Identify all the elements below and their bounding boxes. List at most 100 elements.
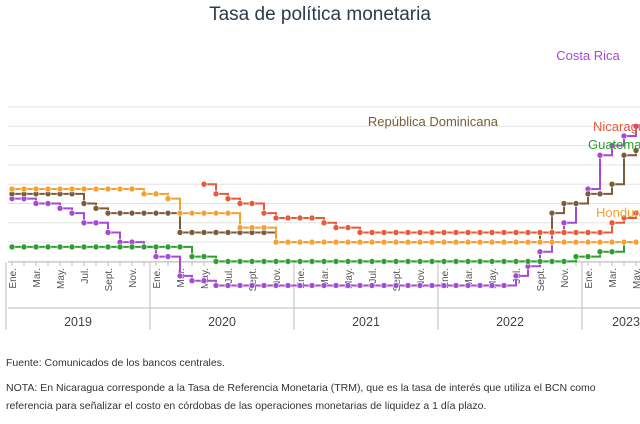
data-point [224, 209, 232, 217]
data-point [212, 190, 220, 198]
data-point [284, 258, 292, 265]
x-tick-label: Ene. [8, 268, 19, 289]
x-tick-label: Mar. [464, 268, 475, 287]
data-point [452, 229, 460, 236]
data-point [272, 282, 280, 289]
x-tick-label: May. [344, 268, 355, 289]
data-point [236, 258, 244, 265]
series-label: Guatemala [588, 137, 640, 152]
data-point [152, 190, 160, 198]
data-point [500, 282, 508, 289]
data-point [140, 243, 148, 251]
data-point [308, 282, 316, 289]
data-point [632, 238, 640, 246]
data-point [560, 238, 568, 246]
data-point [80, 200, 88, 207]
data-point [164, 209, 172, 217]
data-point [44, 243, 52, 251]
data-point [452, 238, 460, 246]
year-label: 2021 [352, 315, 380, 329]
data-point [152, 253, 160, 260]
data-point [188, 277, 196, 285]
data-point [476, 282, 484, 289]
data-point [464, 229, 472, 236]
x-tick-label: Nov. [128, 268, 139, 288]
data-point [44, 185, 52, 193]
series-label: Costa Rica [556, 48, 620, 63]
data-point [524, 258, 532, 265]
footnote-line-2: referencia para señalizar el costo en có… [6, 400, 487, 412]
data-point [200, 209, 208, 217]
data-point [416, 229, 424, 236]
data-point [68, 209, 76, 217]
year-label: 2020 [208, 315, 236, 329]
data-point [308, 214, 316, 222]
data-point [152, 209, 160, 217]
data-point [620, 151, 628, 159]
data-point [572, 200, 580, 207]
data-point [68, 185, 76, 193]
data-point [356, 229, 364, 236]
data-point [500, 258, 508, 265]
data-point [248, 258, 256, 265]
series-line [12, 150, 637, 244]
data-point [572, 253, 580, 260]
x-tick-label: Jul. [224, 268, 235, 284]
data-point [392, 238, 400, 246]
data-point [428, 229, 436, 236]
data-point [200, 180, 208, 188]
data-point [356, 258, 364, 265]
data-point [632, 209, 640, 217]
x-tick-label: Nov. [272, 268, 283, 288]
x-tick-label: Mar. [32, 268, 43, 287]
data-point [20, 243, 28, 251]
data-point [476, 258, 484, 265]
data-point [116, 209, 124, 217]
x-tick-label: Jul. [368, 268, 379, 284]
data-point [512, 258, 520, 265]
data-point [248, 224, 256, 231]
data-point [452, 282, 460, 289]
x-tick-label: May. [632, 268, 640, 289]
data-point [368, 238, 376, 246]
data-point [176, 272, 184, 280]
data-point [116, 243, 124, 251]
gridlines [8, 106, 640, 262]
x-tick-label: May. [488, 268, 499, 289]
data-point [332, 258, 340, 265]
data-point [452, 258, 460, 265]
data-point [608, 238, 616, 246]
data-point [56, 243, 64, 251]
series-label: Nicaragua [593, 119, 640, 134]
data-point [236, 282, 244, 289]
data-point [92, 243, 100, 251]
data-point [164, 243, 172, 251]
data-point [488, 258, 496, 265]
data-point [488, 229, 496, 236]
data-point [368, 282, 376, 289]
data-point [332, 224, 340, 231]
data-point [200, 277, 208, 285]
data-point [344, 258, 352, 265]
data-point [428, 282, 436, 289]
data-point [524, 229, 532, 236]
data-point [32, 185, 40, 193]
data-point [380, 258, 388, 265]
data-point [512, 272, 520, 280]
data-point [416, 238, 424, 246]
data-point [260, 209, 268, 217]
data-point [224, 195, 232, 202]
data-point [632, 123, 640, 130]
data-point [620, 214, 628, 222]
data-point [416, 282, 424, 289]
data-point [608, 248, 616, 256]
series-line [12, 188, 636, 244]
data-point [596, 229, 604, 236]
data-point [260, 224, 268, 231]
footnote-line-1: NOTA: En Nicaragua corresponde a la Tasa… [6, 382, 596, 394]
data-point [164, 253, 172, 260]
data-point [392, 258, 400, 265]
data-point [332, 282, 340, 289]
data-point [224, 258, 232, 265]
data-point [632, 147, 640, 154]
